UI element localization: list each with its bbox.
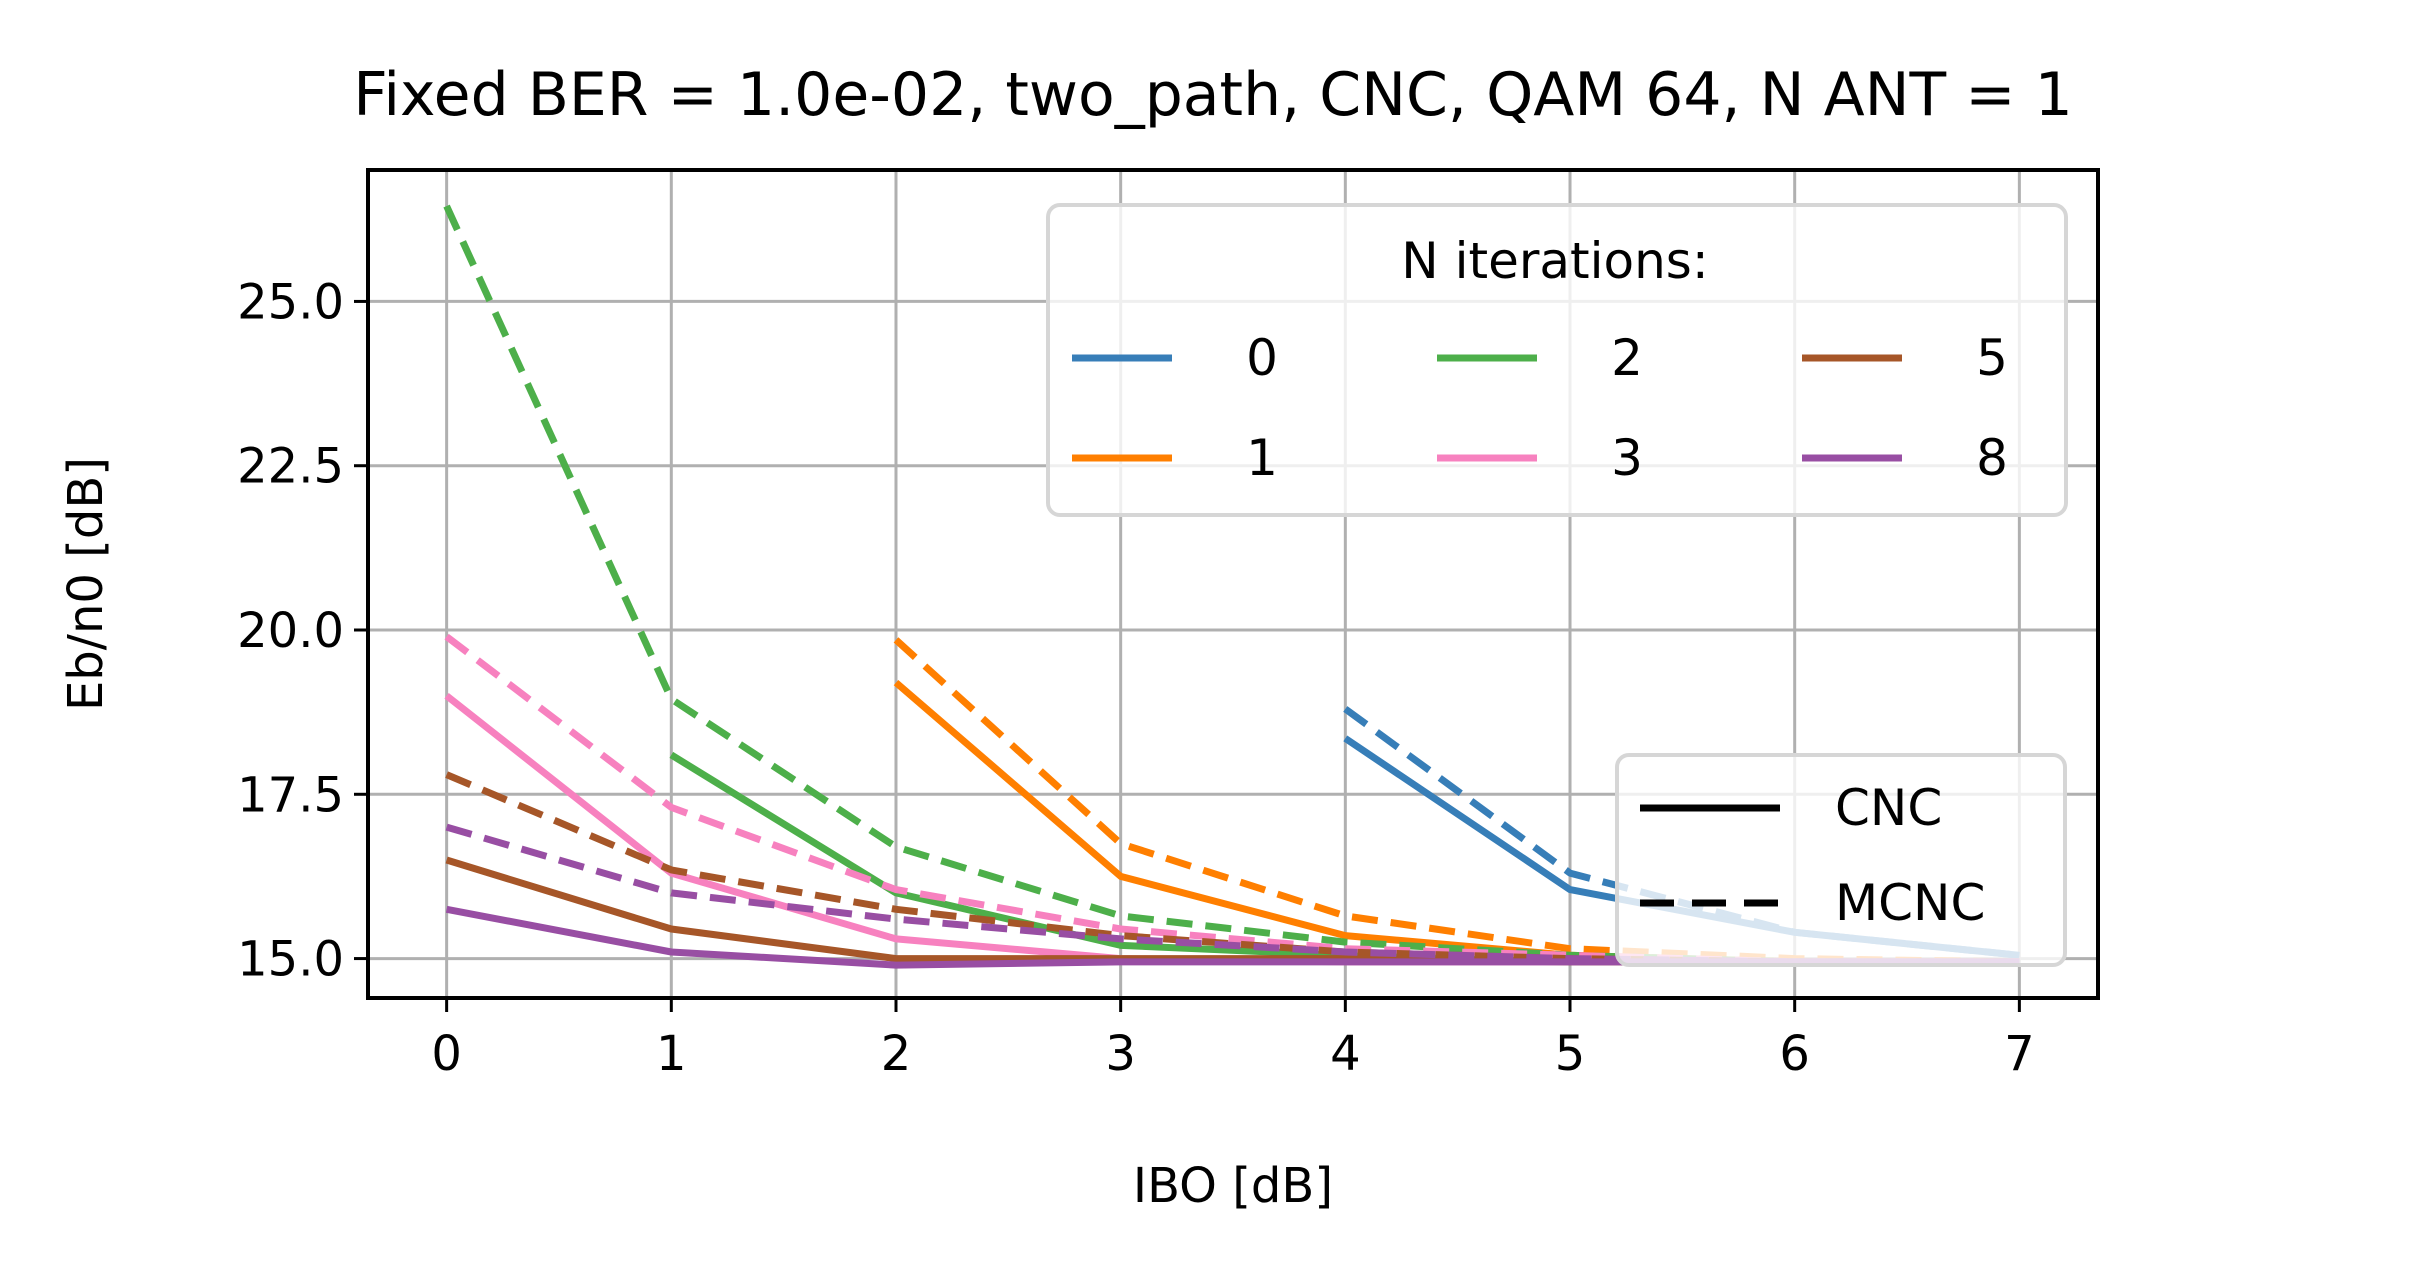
x-tick-label: 5 <box>1555 1026 1586 1082</box>
legend-label-mcnc: MCNC <box>1835 874 1985 932</box>
legend-label-3: 3 <box>1611 429 1643 487</box>
x-tick-label: 4 <box>1330 1026 1361 1082</box>
legend-iterations: N iterations: 0 1 2 3 5 8 <box>1046 203 2068 517</box>
legend-label-2: 2 <box>1611 329 1643 387</box>
y-tick-label: 20.0 <box>237 603 344 659</box>
legend-iterations-box <box>1046 203 2068 517</box>
legend-iterations-title: N iterations: <box>1401 232 1708 290</box>
axis-ticks: 0 1 2 3 4 5 6 7 15.0 17.5 20.0 22.5 25.0 <box>237 274 2035 1082</box>
x-tick-label: 6 <box>1779 1026 1810 1082</box>
legend-label-5: 5 <box>1976 329 2008 387</box>
series-line-8-mcnc <box>445 823 2020 966</box>
legend-label-1: 1 <box>1246 429 1278 487</box>
axes-frame <box>366 168 2100 1000</box>
x-tick-label: 0 <box>431 1026 462 1082</box>
x-tick-label: 7 <box>2004 1026 2035 1082</box>
chart-title: Fixed BER = 1.0e-02, two_path, CNC, QAM … <box>353 60 2073 130</box>
y-tick-label: 17.5 <box>237 767 344 823</box>
y-tick-label: 15.0 <box>237 932 344 988</box>
y-axis-label: Eb/n0 [dB] <box>58 457 114 711</box>
legend-label-8: 8 <box>1976 429 2008 487</box>
legend-label-cnc: CNC <box>1835 779 1942 837</box>
y-tick-label: 25.0 <box>237 274 344 330</box>
legend-label-0: 0 <box>1246 329 1278 387</box>
x-tick-label: 1 <box>656 1026 687 1082</box>
y-tick-label: 22.5 <box>237 439 344 495</box>
x-axis-label: IBO [dB] <box>1133 1158 1333 1214</box>
legend-methods: CNC MCNC <box>1615 753 2067 967</box>
x-tick-label: 2 <box>881 1026 912 1082</box>
x-tick-label: 3 <box>1105 1026 1136 1082</box>
